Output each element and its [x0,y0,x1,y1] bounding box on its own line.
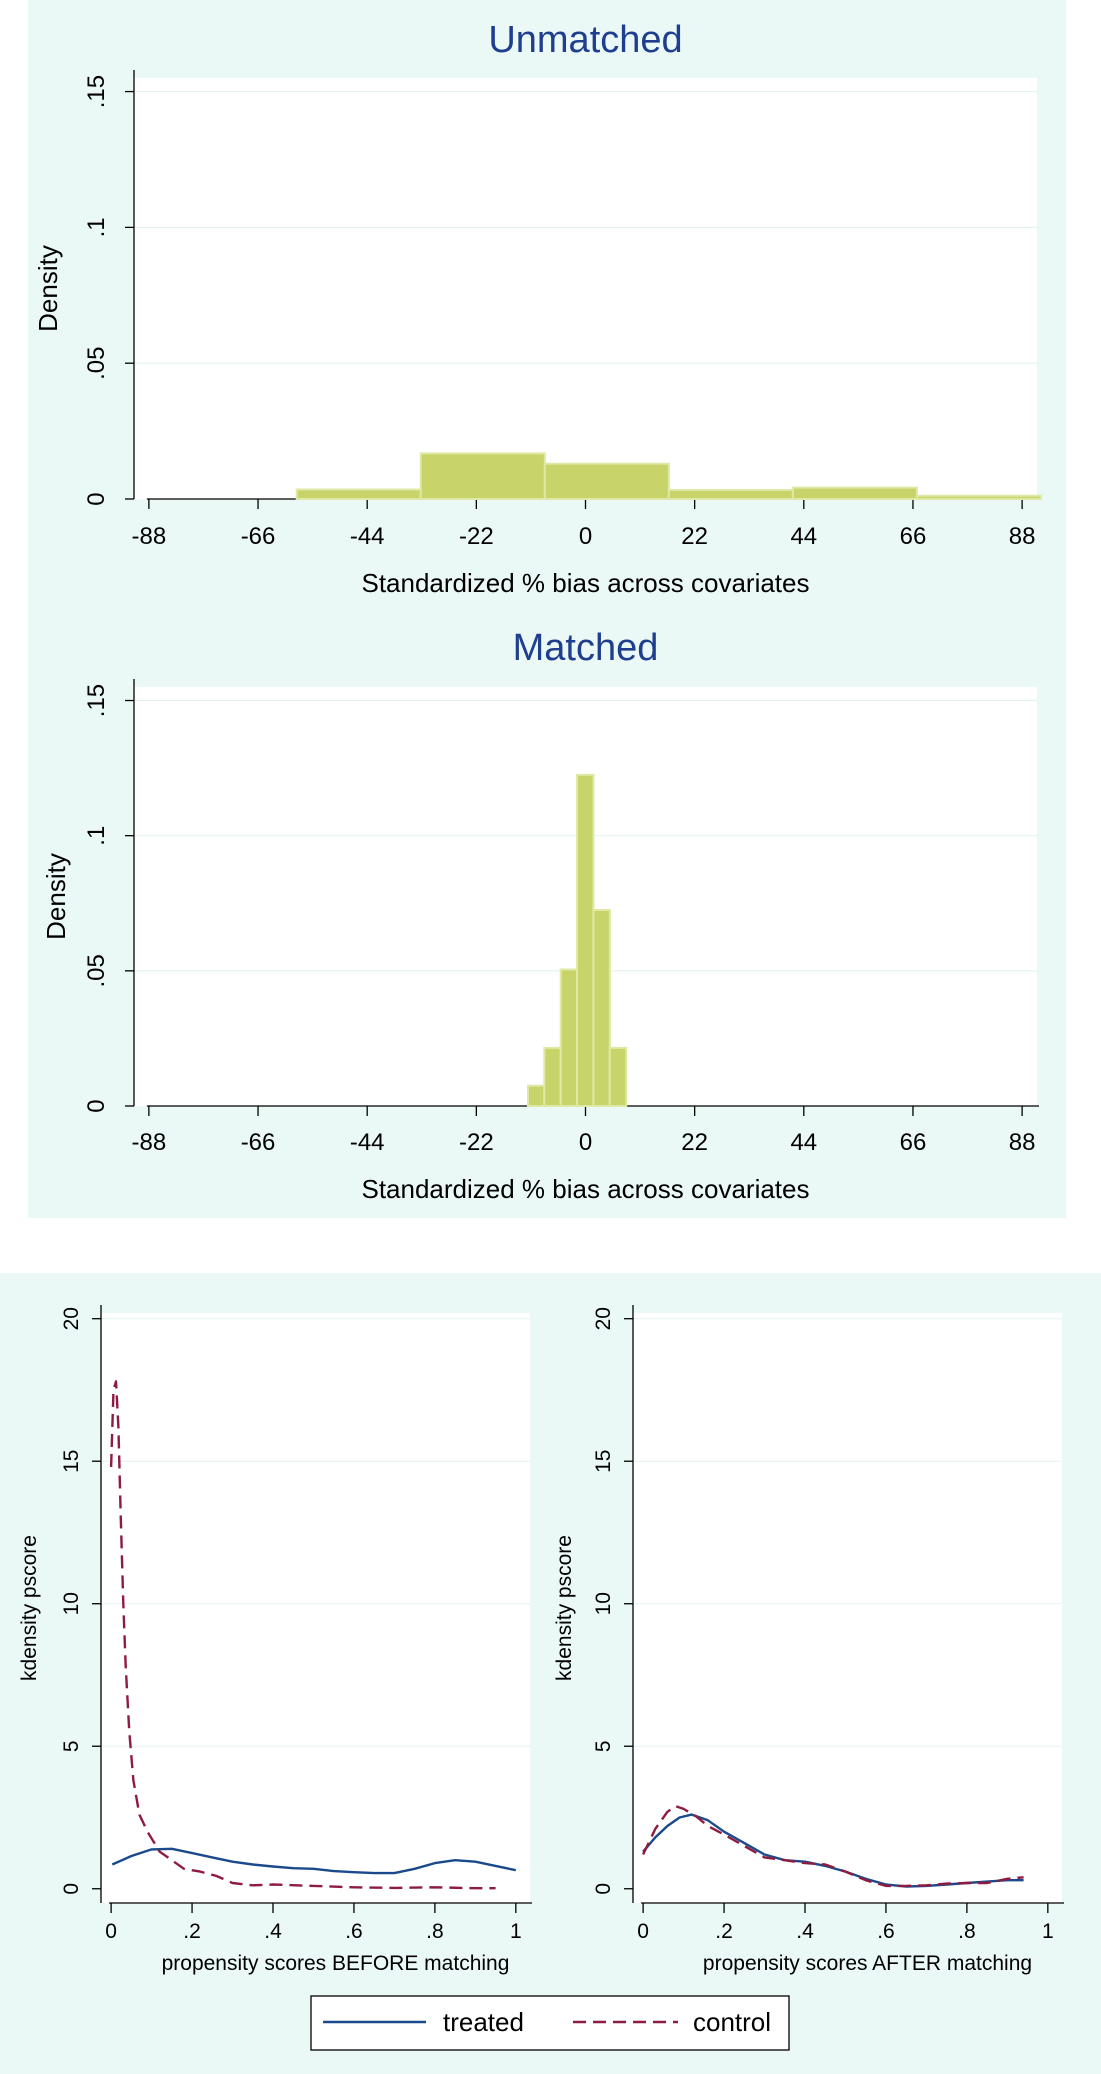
x-axis-title: propensity scores AFTER matching [703,1952,1032,1975]
y-tick-label: .1 [83,217,110,237]
y-tick-label: 5 [592,1740,615,1752]
y-tick-label: 20 [60,1307,83,1330]
x-tick-label: .2 [183,1920,201,1943]
histogram-bar [576,773,595,1108]
y-tick-label: .15 [83,75,110,108]
y-tick-label: 20 [592,1307,615,1330]
y-tick-label: 0 [83,492,110,505]
x-tick-label: -44 [350,523,385,550]
y-tick-label: 15 [60,1450,83,1473]
histogram-bar [526,1084,546,1108]
histogram-bar [543,462,670,500]
histogram-bar [608,1046,628,1107]
y-tick-label: .15 [83,684,110,717]
x-tick-label: 0 [637,1920,649,1943]
histogram-bar [543,1046,562,1107]
x-tick-label: 22 [681,523,708,550]
histogram-bar [295,488,422,501]
x-tick-label: -22 [459,1129,494,1156]
x-tick-label: .8 [958,1920,976,1943]
kdensity-before-matching-chart: 0 5 10 15 20 kdensity pscore 0 .2 .4 .6 .8 1propens… [18,1305,532,1975]
y-tick-label: .1 [83,826,110,846]
x-tick-label: .6 [345,1920,363,1943]
x-tick-label: .6 [877,1920,895,1943]
y-tick-label: 10 [60,1592,83,1615]
x-tick-label: 44 [790,1129,817,1156]
y-tick-label: .05 [83,347,110,380]
x-tick-label: .8 [426,1920,444,1943]
histogram-bar [791,486,918,500]
legend-label-treated: treated [443,2007,524,2037]
kdensity-after-matching-chart: 0 5 10 15 20 kdensity pscore 0 .2 .4 .6 .8 1 propens… [553,1305,1064,1975]
legend: treated control [310,1995,790,2051]
y-tick-label: 0 [83,1099,110,1112]
x-tick-label: -66 [241,1129,276,1156]
legend-label-control: control [693,2007,771,2037]
x-tick-label: .4 [264,1920,282,1943]
y-axis-title: kdensity pscore [18,1535,41,1681]
y-tick-label: .05 [83,954,110,987]
x-tick-label: 1 [510,1920,522,1943]
unmatched-histogram: Unmatched 0 .05 .1 .15 Density -88 -66 -44 -22 0 22… [33,19,1042,598]
histogram-bar [667,489,794,500]
x-tick-label: 88 [1009,1129,1036,1156]
y-tick-label: 5 [60,1740,83,1752]
x-tick-label: 0 [579,523,592,550]
chart-title: Matched [513,627,659,669]
y-tick-label: 0 [592,1883,615,1895]
y-axis-title: kdensity pscore [553,1535,576,1681]
y-tick-label: 0 [60,1883,83,1895]
x-tick-label: -22 [459,523,494,550]
x-axis-title: Standardized % bias across covariates [361,1174,809,1204]
matched-histogram: Matched 0 .05 .1 .15 Density -88 -66 -44 -22 0 22 44… [41,627,1039,1204]
x-axis-title: Standardized % bias across covariates [361,568,809,598]
y-axis-title: Density [33,245,63,332]
x-tick-label: 66 [900,1129,927,1156]
x-tick-label: 1 [1042,1920,1054,1943]
treated-density-line [111,1847,517,1875]
x-axis-title: propensity scores BEFORE matching [162,1952,510,1975]
x-tick-label: 0 [579,1129,592,1156]
y-tick-label: 15 [592,1450,615,1473]
x-tick-label: -88 [132,523,167,550]
x-tick-label: -88 [132,1129,167,1156]
histogram-bar [592,909,611,1107]
histogram-bar [915,494,1042,500]
histogram-bar [419,452,546,500]
plot-area [101,1313,530,1903]
x-tick-label: 44 [790,523,817,550]
x-tick-label: 66 [900,523,927,550]
histogram-bar [559,968,579,1108]
x-tick-label: -44 [350,1129,385,1156]
treated-density-line [642,1813,1024,1888]
y-axis-title: Density [41,853,71,940]
plot-area [633,1313,1062,1903]
x-tick-label: .4 [796,1920,814,1943]
x-tick-label: 88 [1009,523,1036,550]
plot-area [134,78,1037,499]
control-density-line [109,1380,496,1890]
chart-title: Unmatched [488,19,682,61]
x-tick-label: 22 [681,1129,708,1156]
control-density-line [642,1804,1024,1888]
x-tick-label: -66 [241,523,276,550]
x-tick-label: .2 [715,1920,733,1943]
x-tick-label: 0 [105,1920,117,1943]
y-tick-label: 10 [592,1592,615,1615]
